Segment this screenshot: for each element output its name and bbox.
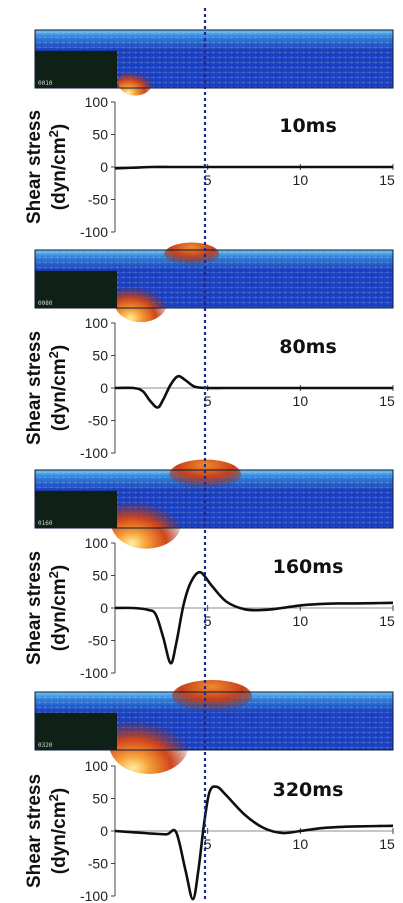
time-label: 80ms	[279, 336, 337, 358]
backward-step	[35, 50, 117, 88]
simulation-frame	[34, 29, 394, 89]
upper-wall-zone	[169, 459, 242, 489]
y-tick-label: -50	[88, 856, 108, 872]
y-tick-label: 0	[100, 600, 108, 616]
y-tick-label: -50	[88, 413, 108, 429]
shear-stress-plot: 100 50 0 -50 -100 5 10 15 Shear stress (dyn/cm2) 3…	[24, 758, 395, 903]
y-tick-label: 100	[85, 315, 109, 331]
y-tick-label: -50	[88, 192, 108, 208]
upper-wall-zone	[164, 242, 220, 266]
upper-wall-zone	[172, 680, 252, 712]
y-axis-units: (dyn/cm2)	[46, 345, 71, 431]
y-axis-label: Shear stress	[24, 774, 45, 888]
shear-stress-plot: 100 50 0 -50 -100 5 10 15 Shear stress (dyn/cm2) 1…	[24, 94, 395, 240]
y-tick-label: -100	[80, 888, 108, 903]
shear-stress-curve	[114, 785, 394, 901]
y-axis-label: Shear stress	[24, 110, 45, 224]
y-axis-label: Shear stress	[24, 551, 45, 665]
recirculation-zone	[114, 281, 168, 323]
shear-stress-curve	[114, 374, 393, 409]
x-tick-label: 15	[379, 613, 395, 629]
y-axis-units: (dyn/cm2)	[46, 565, 71, 651]
x-tick-label: 10	[293, 836, 309, 852]
x-tick-label: 10	[293, 393, 309, 409]
x-tick-label: 15	[379, 393, 395, 409]
flow-simulation-image: 0320	[34, 680, 394, 774]
x-tick-label: 5	[204, 172, 212, 188]
y-axis-label: Shear stress	[24, 331, 45, 445]
y-tick-label: 50	[92, 791, 108, 807]
shear-stress-curve	[114, 165, 393, 170]
x-tick-label: 10	[293, 613, 309, 629]
panel-10ms: 0010 100 50 0 -50 -100 5 10 15 Shear stress (dyn/c…	[24, 29, 395, 240]
recirculation-zone	[109, 714, 189, 774]
recirculation-zone	[110, 495, 182, 549]
simulation-frame-label: 0320	[38, 742, 53, 749]
y-tick-label: 100	[85, 94, 109, 110]
y-axis-units: (dyn/cm2)	[46, 788, 71, 874]
y-tick-label: 100	[85, 758, 109, 774]
flow-simulation-image: 0160	[34, 459, 394, 549]
y-tick-label: -100	[80, 445, 108, 461]
backward-step	[35, 712, 117, 750]
y-tick-label: 0	[100, 823, 108, 839]
shear-stress-plot: 100 50 0 -50 -100 5 10 15 Shear stress (dyn/cm2) 1…	[24, 535, 395, 681]
simulation-frame-label: 0160	[38, 520, 53, 527]
y-tick-label: -100	[80, 665, 108, 681]
x-tick-label: 15	[379, 172, 395, 188]
simulation-frame	[34, 469, 394, 529]
time-label: 10ms	[279, 115, 337, 137]
y-tick-label: 0	[100, 159, 108, 175]
flow-simulation-image: 0010	[34, 29, 394, 96]
panel-320ms: 0320 100 50 0 -50 -100 5 10 15 Shear stress (dyn/c…	[24, 680, 395, 903]
shear-stress-curve	[114, 570, 394, 665]
y-tick-label: 0	[100, 380, 108, 396]
backward-step	[35, 270, 117, 308]
time-label: 320ms	[273, 779, 344, 801]
x-tick-label: 5	[204, 613, 212, 629]
shear-stress-plot: 100 50 0 -50 -100 5 10 15 Shear stress (dyn/cm2) 8…	[24, 315, 395, 461]
y-tick-label: 50	[92, 348, 108, 364]
x-tick-label: 5	[204, 836, 212, 852]
simulation-frame	[34, 691, 394, 751]
panel-160ms: 0160 100 50 0 -50 -100 5 10 15 Shear stress (dyn/c…	[24, 459, 395, 681]
y-axis-units: (dyn/cm2)	[46, 124, 71, 210]
y-tick-label: 50	[92, 568, 108, 584]
simulation-frame	[34, 249, 394, 309]
simulation-frame-label: 0010	[38, 80, 53, 87]
y-tick-label: -50	[88, 633, 108, 649]
y-tick-label: 100	[85, 535, 109, 551]
x-tick-label: 15	[379, 836, 395, 852]
time-label: 160ms	[273, 556, 344, 578]
x-tick-label: 10	[293, 172, 309, 188]
flow-simulation-image: 0080	[34, 242, 394, 323]
panel-80ms: 0080 100 50 0 -50 -100 5 10 15 Shear stress (dyn/c…	[24, 242, 395, 461]
x-tick-label: 5	[204, 393, 212, 409]
recirculation-zone	[118, 68, 153, 96]
simulation-frame-label: 0080	[38, 300, 53, 307]
y-tick-label: -100	[80, 224, 108, 240]
y-tick-label: 50	[92, 127, 108, 143]
backward-step	[35, 490, 117, 528]
